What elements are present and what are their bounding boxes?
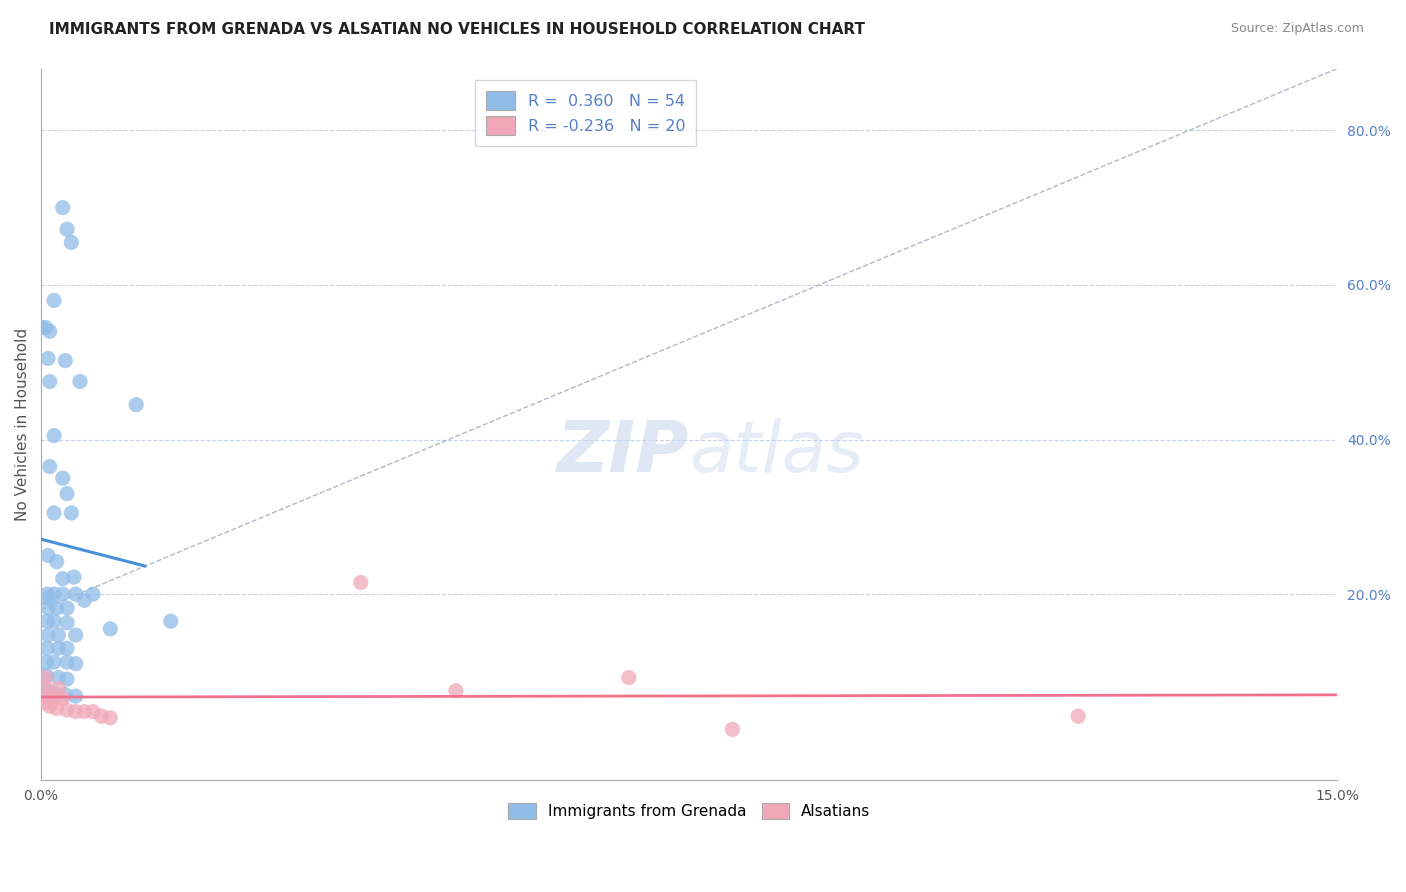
Point (42, 686, 65, 700)
Point (34, 695, 56, 709)
Point (35, 668, 58, 682)
Point (82, 705, 104, 719)
Point (37, 351, 59, 366)
Point (37, 587, 59, 601)
Point (42, 506, 65, 520)
Point (37, 601, 59, 615)
Point (42, 587, 65, 601)
Point (52, 691, 75, 706)
Legend: Immigrants from Grenada, Alsatians: Immigrants from Grenada, Alsatians (502, 797, 876, 825)
Point (56, 615, 79, 630)
Point (52, 471, 75, 485)
Point (45, 601, 67, 615)
Point (52, 572, 75, 586)
Point (42, 293, 65, 308)
Text: atlas: atlas (689, 418, 863, 487)
Point (48, 671, 70, 685)
Point (56, 641, 79, 656)
Point (37, 614, 59, 628)
Point (60, 235, 83, 250)
Point (98, 711, 121, 725)
Point (350, 575, 373, 590)
Point (34, 680, 56, 694)
Point (65, 705, 87, 719)
Point (65, 628, 87, 642)
Point (37, 628, 59, 642)
Point (35, 689, 58, 703)
Point (37, 591, 59, 605)
Point (38, 699, 60, 714)
Point (444, 683, 467, 698)
Point (34, 320, 56, 334)
Point (1067, 709, 1090, 723)
Text: IMMIGRANTS FROM GRENADA VS ALSATIAN NO VEHICLES IN HOUSEHOLD CORRELATION CHART: IMMIGRANTS FROM GRENADA VS ALSATIAN NO V… (49, 22, 865, 37)
Point (34, 683, 56, 698)
Point (73, 705, 96, 719)
Point (56, 222, 79, 236)
Point (42, 689, 65, 703)
Point (65, 587, 87, 601)
Point (37, 549, 59, 563)
Point (69, 375, 91, 389)
Point (48, 681, 70, 696)
Point (53, 688, 76, 702)
Point (48, 641, 70, 656)
Point (48, 628, 70, 642)
Point (90, 709, 112, 723)
Point (38, 324, 60, 338)
Point (56, 486, 79, 500)
Point (52, 587, 75, 601)
Point (60, 506, 83, 520)
Point (98, 622, 121, 636)
Point (73, 593, 96, 607)
Point (56, 703, 79, 717)
Point (56, 601, 79, 615)
Point (56, 655, 79, 669)
Point (38, 375, 60, 389)
Point (125, 398, 148, 412)
Point (45, 701, 67, 715)
Point (37, 641, 59, 656)
Y-axis label: No Vehicles in Household: No Vehicles in Household (15, 327, 30, 521)
Point (63, 570, 86, 584)
Text: Source: ZipAtlas.com: Source: ZipAtlas.com (1230, 22, 1364, 36)
Point (42, 428, 65, 442)
Point (721, 723, 744, 737)
Point (65, 657, 87, 671)
Point (35, 655, 58, 669)
Point (56, 672, 79, 686)
Point (30, 320, 52, 334)
Point (52, 201, 75, 215)
Point (159, 614, 181, 628)
Text: ZIP: ZIP (557, 418, 689, 487)
Point (65, 689, 87, 703)
Point (617, 671, 640, 685)
Point (38, 459, 60, 474)
Point (45, 555, 67, 569)
Point (42, 614, 65, 628)
Point (42, 655, 65, 669)
Point (82, 587, 104, 601)
Point (34, 671, 56, 685)
Point (53, 353, 76, 368)
